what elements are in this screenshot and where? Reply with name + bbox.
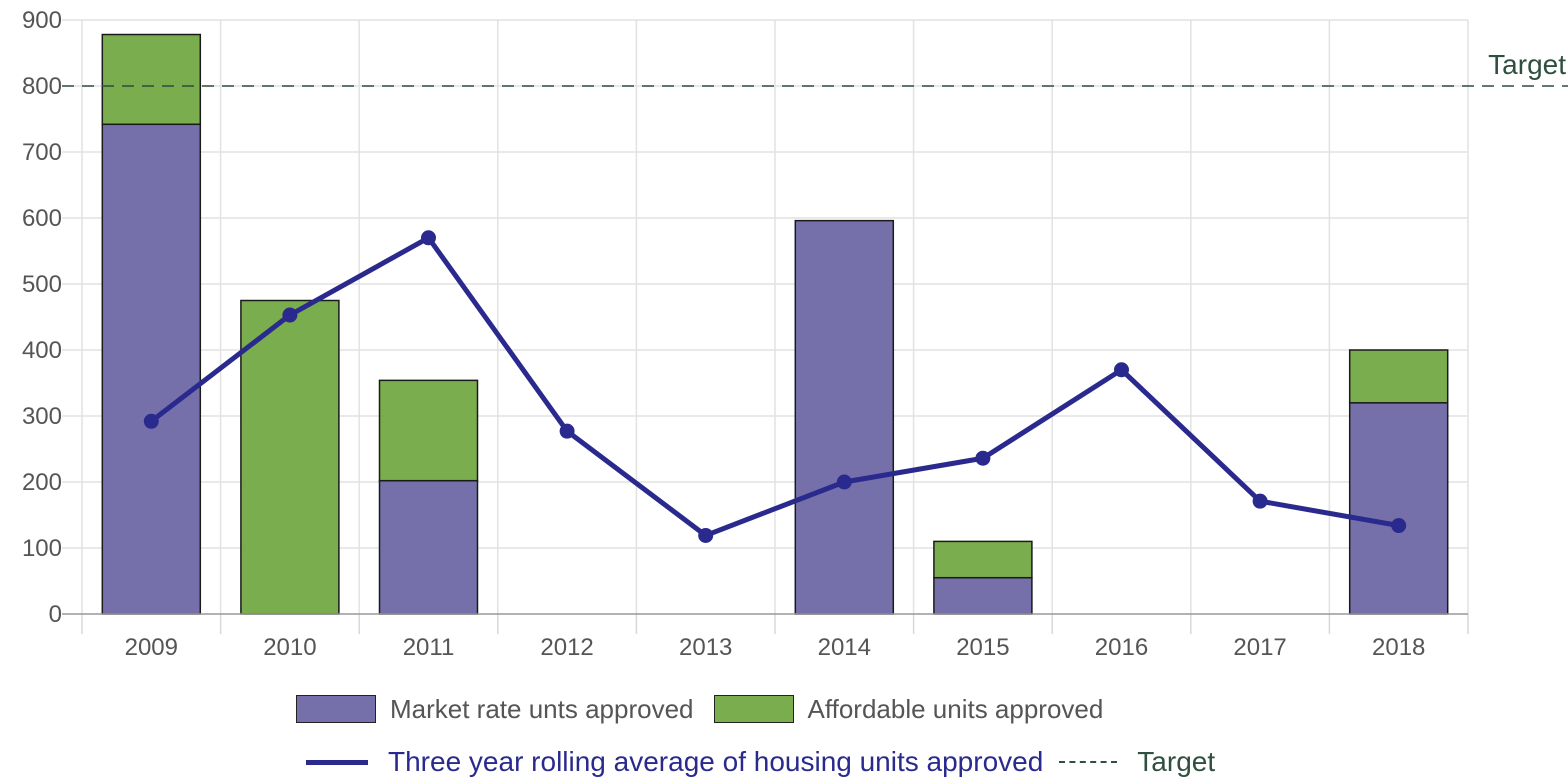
y-tick-label: 200 xyxy=(22,469,62,496)
gridlines xyxy=(62,19,1469,614)
market-rate-bar xyxy=(101,123,202,615)
x-tick-label: 2016 xyxy=(1095,634,1148,661)
x-tick-label: 2011 xyxy=(403,634,455,661)
y-tick-label: 900 xyxy=(22,7,62,34)
target-label: Target xyxy=(1488,49,1566,80)
market-rate-bar xyxy=(1348,402,1449,615)
affordable-legend-label: Affordable units approved xyxy=(807,693,1104,724)
y-tick-label: 800 xyxy=(22,73,62,100)
market-rate-bar xyxy=(794,219,895,615)
target-legend-label: Target xyxy=(1137,746,1216,777)
bars xyxy=(101,33,1449,615)
y-tick-label: 400 xyxy=(22,337,62,364)
axes: 0 100 200 300 400 500 600 700 800 900 2009 2010 2011… xyxy=(22,7,1469,661)
x-tick-label: 2009 xyxy=(125,634,178,661)
rolling-average-point xyxy=(836,474,852,490)
rolling-average-line-group xyxy=(143,230,1407,543)
affordable-bar xyxy=(933,540,1033,579)
x-tick-label: 2018 xyxy=(1372,634,1425,661)
affordable-bar xyxy=(378,379,479,482)
legend-lines: Three year rolling average of housing un… xyxy=(306,744,1215,780)
market-rate-bar xyxy=(378,479,479,615)
y-tick-label: 500 xyxy=(22,271,62,298)
y-tick-label: 700 xyxy=(22,139,62,166)
rolling-average-point xyxy=(421,230,436,246)
affordable-bar xyxy=(1348,349,1449,404)
affordable-bar xyxy=(101,33,202,126)
x-tick-label: 2014 xyxy=(818,634,871,661)
rolling-average-point xyxy=(1114,362,1129,378)
rolling-average-point xyxy=(1252,493,1268,509)
rolling-average-point xyxy=(143,413,159,429)
x-tick-label: 2017 xyxy=(1233,634,1286,661)
affordable-bar xyxy=(240,299,340,615)
y-tick-label: 100 xyxy=(22,535,62,562)
rolling-average-point xyxy=(1391,518,1407,534)
x-tick-label: 2015 xyxy=(956,634,1009,661)
y-tick-label: 0 xyxy=(49,601,62,628)
rolling-average-swatch xyxy=(306,759,368,765)
y-tick-label: 300 xyxy=(22,403,62,430)
legend-bars: Market rate unts approved Affordable uni… xyxy=(296,693,1123,725)
rolling-average-line xyxy=(149,235,1400,538)
affordable-swatch xyxy=(713,695,794,723)
rolling-average-point xyxy=(698,527,714,543)
x-tick-label: 2010 xyxy=(263,634,316,661)
x-tick-label: 2013 xyxy=(679,634,732,661)
market-rate-legend-label: Market rate unts approved xyxy=(390,693,694,724)
target-line-group: Target xyxy=(62,49,1568,87)
x-tick-label: 2012 xyxy=(540,634,593,661)
rolling-average-point xyxy=(559,423,575,439)
rolling-average-legend-label: Three year rolling average of housing un… xyxy=(388,746,1044,777)
market-rate-bar xyxy=(933,576,1033,615)
target-swatch xyxy=(1059,761,1118,763)
rolling-average-point xyxy=(282,307,298,323)
market-rate-swatch xyxy=(296,695,376,723)
y-tick-label: 600 xyxy=(22,205,62,232)
rolling-average-point xyxy=(975,450,991,466)
